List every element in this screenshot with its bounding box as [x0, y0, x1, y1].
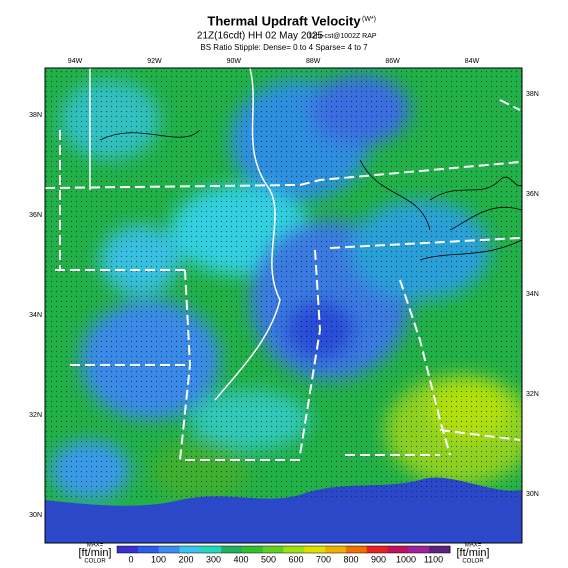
map-labels: 94W 92W 90W 88W 86W 84W 38N 36N 34N 32N 30N 38N 36N 3…	[29, 58, 539, 519]
lat-label: 30N	[526, 491, 539, 498]
colorbar-unit-left: MAX=	[87, 543, 104, 549]
colorbar-tick-label: 700	[316, 554, 331, 564]
colorbar-tick-label: 800	[343, 554, 358, 564]
colorbar-unit-right: [ft/min]	[456, 547, 489, 559]
colorbar-tick-label: 200	[178, 554, 193, 564]
valid-time: 21Z(16cdt) HH 02 May 2025	[197, 31, 324, 42]
colorbar-tick-label: 900	[371, 554, 386, 564]
colorbar-segment	[304, 546, 326, 553]
lat-label: 38N	[29, 112, 42, 119]
lat-label: 36N	[29, 212, 42, 219]
colorbar-segment	[221, 546, 243, 553]
colorbar-segment	[283, 546, 305, 553]
title: Thermal Updraft Velocity	[207, 13, 361, 28]
colorbar-tick-label: 400	[233, 554, 248, 564]
colorbar-tick-label: 500	[261, 554, 276, 564]
colorbar-segment	[117, 546, 139, 553]
lat-label: 30N	[29, 512, 42, 519]
colorbar-segment	[408, 546, 430, 553]
colorbar-unit-right: COLOR	[462, 559, 484, 565]
lat-label: 34N	[29, 312, 42, 319]
colorbar-segment	[345, 546, 368, 553]
colorbar-segment	[158, 546, 180, 553]
colorbar-unit-left: [ft/min]	[78, 547, 111, 559]
colorbar-tick-label: 1100	[424, 554, 443, 564]
lat-label: 32N	[526, 391, 539, 398]
colorbar-segment	[429, 546, 451, 553]
lat-label: 36N	[526, 191, 539, 198]
lat-label: 32N	[29, 412, 42, 419]
lon-label: 90W	[227, 58, 242, 65]
colorbar-segment	[200, 546, 222, 553]
colorbar-tick-label: 100	[151, 554, 166, 564]
colorbar-frame	[116, 545, 451, 554]
colorbar-segment	[137, 546, 160, 553]
colorbar-tick-label: 1000	[396, 554, 416, 564]
colorbar-tick-label: 600	[288, 554, 303, 564]
colorbar-segment	[366, 546, 389, 553]
lon-label: 86W	[385, 58, 400, 65]
map-field	[45, 68, 522, 543]
colorbar-segment	[325, 546, 347, 553]
colorbar-tick-label: 300	[206, 554, 221, 564]
lon-label: 88W	[306, 58, 321, 65]
lat-label: 34N	[526, 291, 539, 298]
stipple-note: BS Ratio Stipple: Dense= 0 to 4 Sparse= …	[200, 43, 368, 52]
lon-label: 84W	[465, 58, 480, 65]
map-frame	[44, 67, 523, 544]
colorbar-unit-left: COLOR	[84, 559, 106, 565]
title-note: (W*)	[362, 16, 376, 23]
lon-label: 92W	[147, 58, 162, 65]
colorbar-tick-label: 0	[128, 554, 133, 564]
lon-label: 94W	[68, 58, 83, 65]
colorbar-segment	[262, 546, 284, 553]
colorbar-segment	[241, 546, 264, 553]
colorbar-segment	[179, 546, 201, 553]
lat-label: 38N	[526, 91, 539, 98]
model-run: 12hr-cst@1002Z RAP	[308, 33, 377, 40]
colorbar: 0 100 200 300 400 500 600 700 800 900 1000 1100 MAX=…	[78, 543, 489, 565]
colorbar-segment	[387, 546, 409, 553]
colorbar-unit-right: MAX=	[465, 543, 482, 549]
